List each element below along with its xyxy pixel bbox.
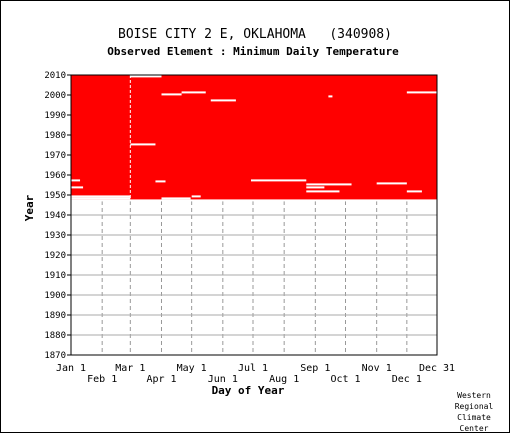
missing-data-mark (306, 186, 325, 189)
y-tick-label: 1920 (44, 251, 66, 261)
missing-data-mark (71, 197, 131, 200)
y-tick-label: 1890 (44, 311, 66, 321)
missing-data-mark (130, 75, 162, 78)
missing-data-mark (406, 190, 422, 193)
missing-data-mark (71, 195, 131, 198)
missing-data-mark (191, 195, 201, 198)
credit-line: Regional (454, 402, 494, 411)
x-tick-label: Jul 1 (238, 363, 268, 374)
missing-data-mark (376, 182, 407, 185)
x-tick-label: Nov 1 (362, 363, 392, 374)
missing-data-mark (161, 197, 191, 200)
x-tick-label: Sep 1 (300, 363, 330, 374)
y-tick-label: 1940 (44, 211, 66, 221)
x-tick-label: Feb 1 (87, 374, 117, 385)
y-tick-label: 1900 (44, 291, 66, 301)
chart-subtitle: Observed Element : Minimum Daily Tempera… (107, 45, 399, 58)
missing-data-mark (306, 190, 340, 193)
x-tick-label: Dec 31 (419, 363, 455, 374)
missing-data-mark (161, 93, 182, 96)
y-tick-label: 1880 (44, 331, 66, 341)
y-tick-label: 2000 (44, 91, 66, 101)
missing-data-mark (155, 180, 166, 183)
missing-data-mark (71, 199, 437, 202)
missing-data-mark (210, 99, 236, 102)
x-tick-label: May 1 (177, 363, 207, 374)
data-region (71, 75, 437, 201)
credit-line: Climate (457, 413, 491, 422)
x-axis-label: Day of Year (212, 384, 285, 397)
y-tick-label: 1950 (44, 191, 66, 201)
y-tick-label: 1970 (44, 151, 66, 161)
missing-data-mark (306, 183, 352, 186)
y-tick-label: 1960 (44, 171, 66, 181)
y-tick-label: 1930 (44, 231, 66, 241)
missing-data-mark (71, 186, 84, 189)
missing-data-mark (328, 95, 333, 98)
x-tick-label: Aug 1 (269, 374, 299, 385)
x-tick-label: Apr 1 (146, 374, 176, 385)
missing-data-mark (250, 179, 307, 182)
missing-data-mark (406, 91, 437, 94)
y-axis-label: Year (23, 194, 36, 221)
y-tick-label: 2010 (44, 71, 66, 81)
y-tick-label: 1980 (44, 131, 66, 141)
chart-title: BOISE CITY 2 E, OKLAHOMA (340908) (118, 27, 392, 42)
y-tick-label: 1910 (44, 271, 66, 281)
missing-data-mark (130, 143, 156, 146)
missing-data-mark (181, 91, 206, 94)
y-tick-label: 1870 (44, 351, 66, 361)
credit-text: Western Regional Climate Center (444, 390, 504, 434)
x-tick-label: Mar 1 (115, 363, 145, 374)
x-tick-label: Oct 1 (330, 374, 360, 385)
credit-line: Western (457, 391, 491, 400)
x-tick-label: Jan 1 (56, 363, 86, 374)
y-tick-label: 1990 (44, 111, 66, 121)
plot-area: 2010 2000 1990 1980 1970 1960 1950 1940 1930 1920… (44, 71, 455, 385)
credit-line: Center (459, 424, 489, 433)
missing-data-mark (71, 179, 81, 182)
x-tick-label: Jun 1 (208, 374, 238, 385)
x-tick-label: Dec 1 (392, 374, 422, 385)
